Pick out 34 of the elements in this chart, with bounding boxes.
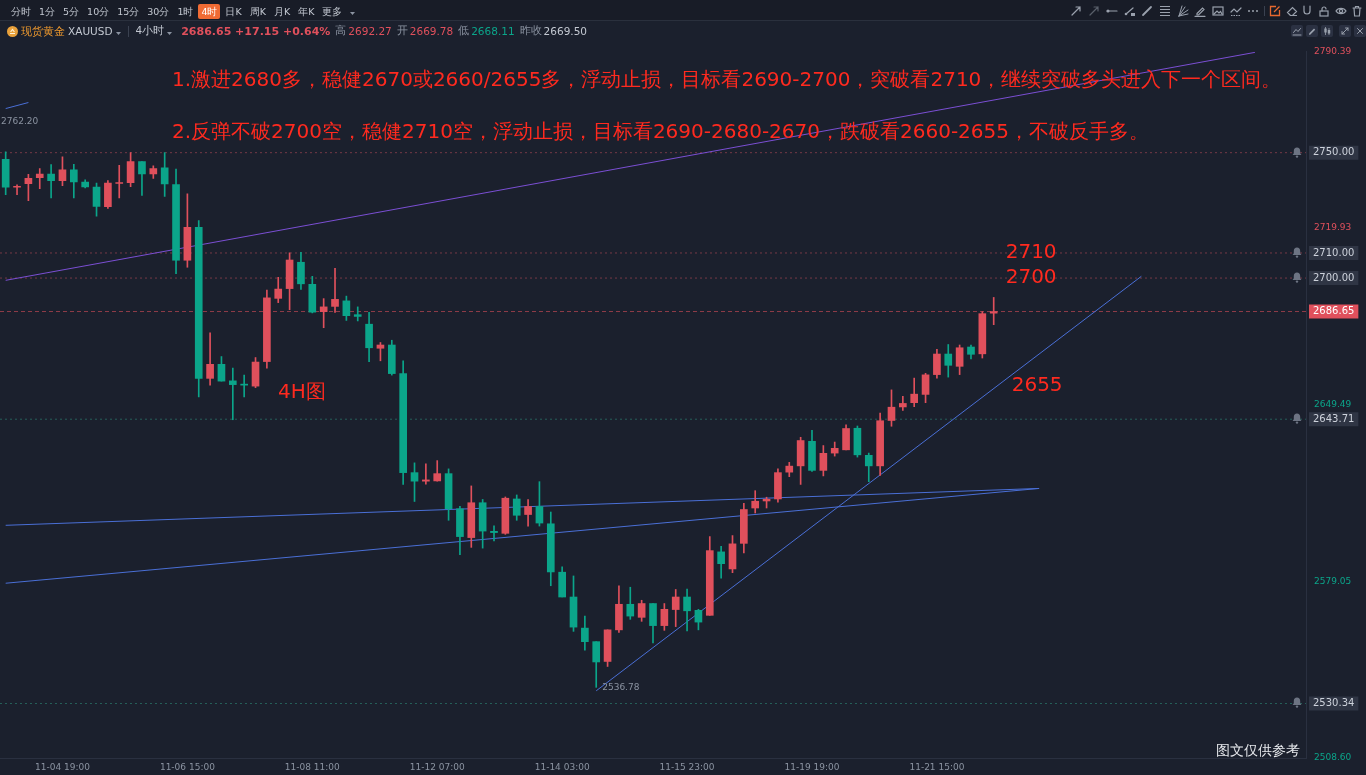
annotation: 图文仅供参考 <box>1216 741 1300 758</box>
annotation: 2.反弹不破2700空，稳健2710空，浮动止损，目标看2690-2680-2670，跌破看2660-2655，不破反手多。 <box>172 118 1150 143</box>
chart-title: 现货黄金 <box>21 23 65 39</box>
annotation: 1.激进2680多，稳健2670或2660/2655多，浮动止损，目标看2690-2700，突破看2710，继续突破多头进入下一个区间。 <box>172 66 1282 91</box>
y-tick-label: 2579.05 <box>1314 575 1352 586</box>
ref-line-label: 2700.00 <box>1313 271 1355 283</box>
x-tick-label: 11-06 15:00 <box>159 761 216 772</box>
x-tick-label: 11-21 15:00 <box>909 761 965 772</box>
annotation: 2710 <box>1005 239 1057 264</box>
ref-line-label: 2530.34 <box>1313 697 1355 709</box>
annotation: 2536.78 <box>602 681 640 692</box>
ref-line-label: 2686.65 <box>1313 305 1355 317</box>
text: 4小时 <box>135 24 165 38</box>
x-tick-label: 11-12 07:00 <box>409 761 465 772</box>
y-tick-label: 2649.49 <box>1314 399 1352 410</box>
text: 分时 1分 5分 10分 15分 30分 1时 4时 日K 周K 月K 年K 更多 <box>11 5 343 17</box>
chart-subtitle: XAUUSD <box>68 25 113 37</box>
x-tick-label: 11-14 03:00 <box>534 761 590 772</box>
x-tick-label: 11-08 11:00 <box>284 761 341 772</box>
x-tick-label: 11-04 19:00 <box>34 761 91 772</box>
y-tick-label: 2790.39 <box>1314 45 1352 56</box>
y-tick-label: 2508.60 <box>1314 752 1352 763</box>
x-tick-label: 11-19 19:00 <box>784 761 840 772</box>
y-tick-label: 2719.93 <box>1314 222 1352 233</box>
text: 高 2692.27 开 2669.78 低 2668.11 昨收 2669.50 <box>335 24 588 38</box>
annotation: 2700 <box>1005 264 1057 289</box>
ref-line-label: 2710.00 <box>1313 246 1355 258</box>
ref-line-label: 2750.00 <box>1313 146 1355 158</box>
annotation: 4H图 <box>278 378 326 403</box>
annotation: 2762.20 <box>1 115 39 126</box>
annotation: 2655 <box>1011 371 1063 396</box>
text: 2686.65 +17.15 +0.64% <box>181 24 331 38</box>
x-tick-label: 11-15 23:00 <box>659 761 715 772</box>
ref-line-label: 2643.71 <box>1313 412 1355 424</box>
